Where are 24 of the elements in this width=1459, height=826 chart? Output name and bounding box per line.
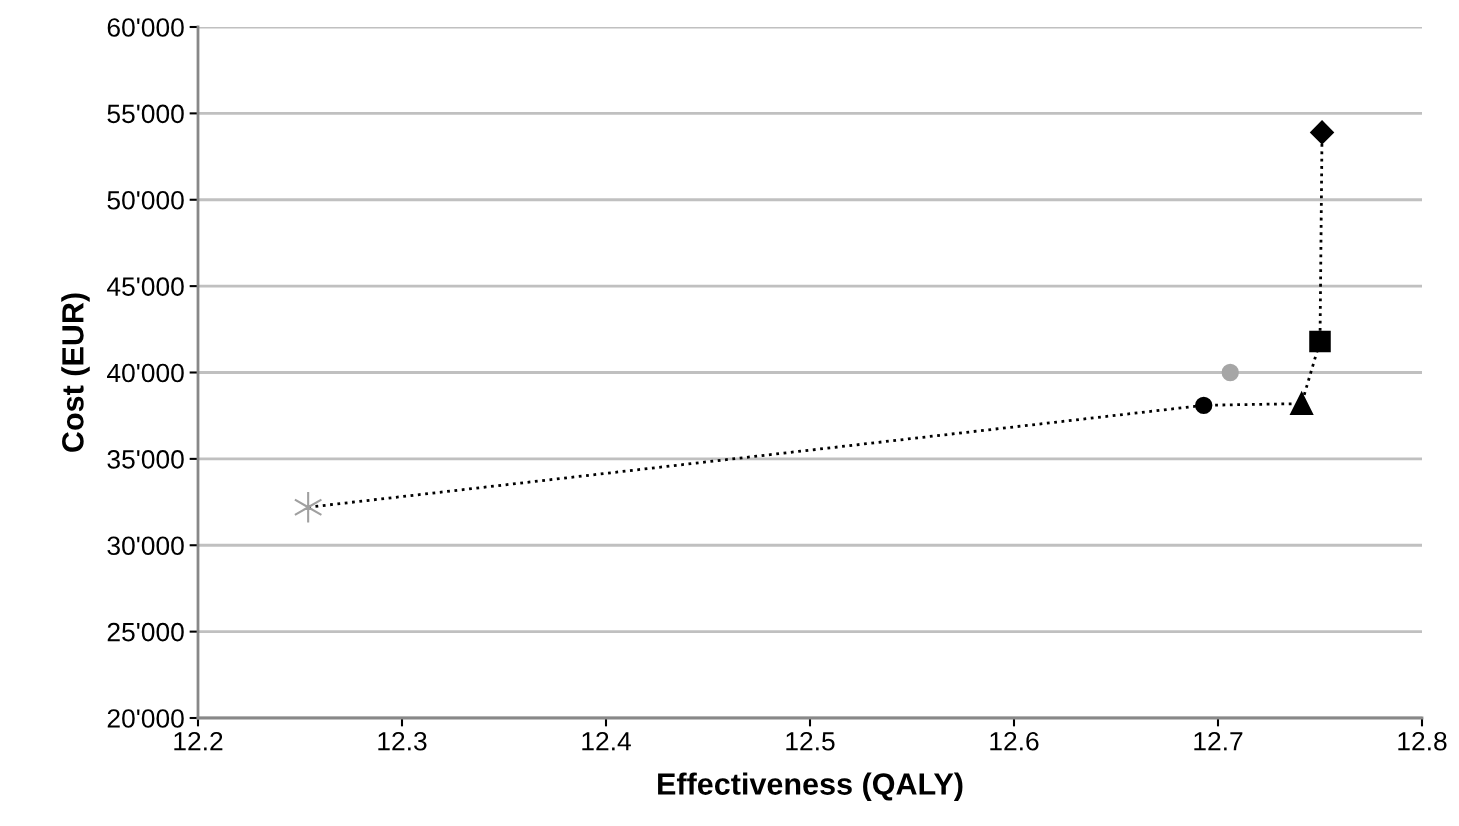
x-tick-label: 12.8 xyxy=(1398,731,1447,751)
x-tick-label: 12.2 xyxy=(174,731,223,751)
point xyxy=(1221,363,1239,382)
point xyxy=(1290,392,1314,416)
x-tick-label: 12.5 xyxy=(786,731,835,751)
y-tick-label: 50'000 xyxy=(107,190,184,210)
point xyxy=(293,490,323,524)
x-tick-label: 12.4 xyxy=(582,731,631,751)
y-tick-label: 45'000 xyxy=(107,277,184,296)
x-tick-label: 12.3 xyxy=(378,731,427,751)
x-axis-title: Effectiveness (QALY) xyxy=(658,772,963,801)
y-axis-title: Cost (EUR) xyxy=(61,293,90,452)
point xyxy=(1309,330,1331,353)
y-tick-label: 30'000 xyxy=(107,536,184,556)
point xyxy=(1195,396,1213,414)
point xyxy=(1310,120,1334,145)
x-tick-label: 12.6 xyxy=(990,731,1039,751)
y-tick-label: 60'000 xyxy=(107,18,184,37)
y-tick-label: 40'000 xyxy=(107,363,184,383)
y-tick-label: 55'000 xyxy=(107,104,184,124)
y-tick-label: 25'000 xyxy=(107,622,184,642)
y-tick-label: 35'000 xyxy=(107,450,184,469)
y-tick-label: 20'000 xyxy=(107,709,184,728)
x-tick-label: 12.7 xyxy=(1194,731,1243,751)
